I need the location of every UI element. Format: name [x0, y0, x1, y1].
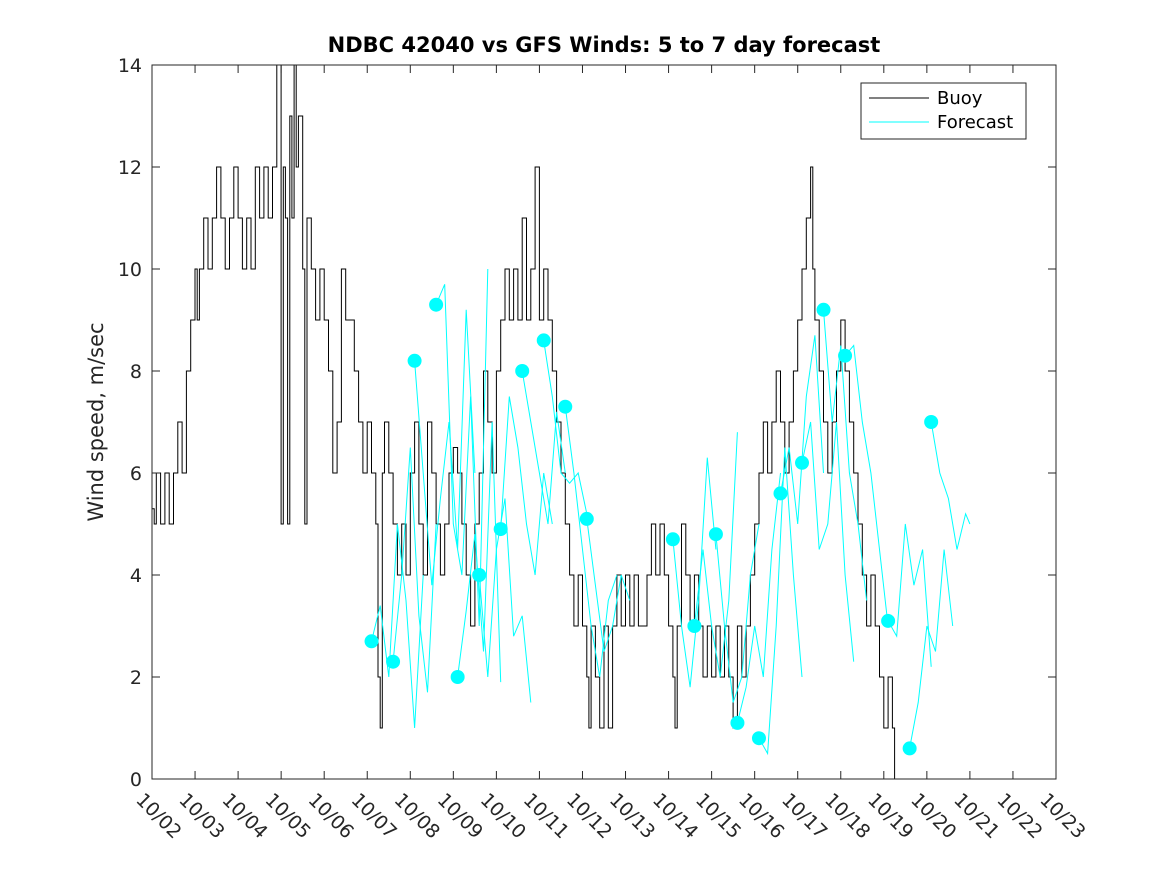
forecast-series-line [693, 432, 738, 678]
legend-box [860, 82, 1027, 140]
forecast-point [536, 333, 551, 348]
forecast-point [450, 670, 465, 684]
forecast-series-line [715, 523, 760, 703]
y-axis-label: Wind speed, m/sec [84, 322, 108, 521]
y-tick-label: 8 [130, 361, 142, 383]
forecast-point [924, 415, 939, 429]
forecast-series-line [930, 421, 971, 550]
forecast-point [838, 348, 853, 363]
forecast-series-line [672, 457, 717, 688]
forecast-series-line [500, 396, 553, 576]
forecast-point [493, 522, 508, 537]
series-layer [152, 64, 971, 779]
y-tick-label: 10 [118, 259, 142, 281]
forecast-point [902, 741, 917, 756]
forecast-point [472, 568, 487, 582]
forecast-point [579, 511, 594, 526]
forecast-point [364, 634, 379, 649]
forecast-series-line [478, 498, 532, 703]
plot-frame [151, 64, 1057, 780]
forecast-point [558, 399, 573, 414]
chart-title: NDBC 42040 vs GFS Winds: 5 to 7 day fore… [328, 33, 881, 57]
y-tick-label: 12 [118, 157, 142, 179]
forecast-series-line [457, 421, 502, 683]
legend-forecast-label: Forecast [937, 112, 1013, 133]
forecast-series-line [758, 447, 803, 756]
forecast-series-line [887, 523, 932, 667]
forecast-point [708, 527, 723, 542]
forecast-point [665, 532, 680, 547]
forecast-point [687, 619, 702, 633]
forecast-point [407, 353, 422, 368]
forecast-series-line [521, 370, 566, 525]
forecast-series-line [392, 447, 437, 693]
forecast-series-line [435, 268, 489, 627]
forecast-series-line [564, 406, 618, 678]
forecast-series-line [371, 523, 424, 729]
forecast-series-line [801, 421, 855, 662]
y-tick-label: 2 [130, 667, 142, 689]
forecast-point [386, 654, 401, 669]
forecast-point [816, 302, 831, 317]
buoy-series-line [152, 64, 896, 779]
forecast-series-line [844, 344, 889, 627]
y-tick-label: 6 [130, 463, 142, 485]
forecast-series-line [823, 309, 868, 601]
y-tick-label: 14 [118, 55, 142, 77]
forecast-point [881, 613, 896, 628]
forecast-series-line [543, 340, 588, 514]
forecast-series-line [736, 472, 781, 724]
forecast-series-line [414, 309, 476, 586]
forecast-point [730, 715, 745, 730]
legend: Buoy Forecast [860, 82, 1027, 140]
y-tick-label: 0 [130, 769, 142, 791]
forecast-series-line [909, 549, 954, 749]
forecast-point [795, 455, 810, 470]
forecast-point [773, 486, 788, 501]
forecast-series-line [586, 518, 631, 652]
forecast-point [515, 364, 530, 378]
forecast-point [429, 297, 444, 312]
legend-buoy-label: Buoy [937, 88, 983, 109]
forecast-point [751, 731, 766, 746]
y-tick-label: 4 [130, 565, 142, 587]
